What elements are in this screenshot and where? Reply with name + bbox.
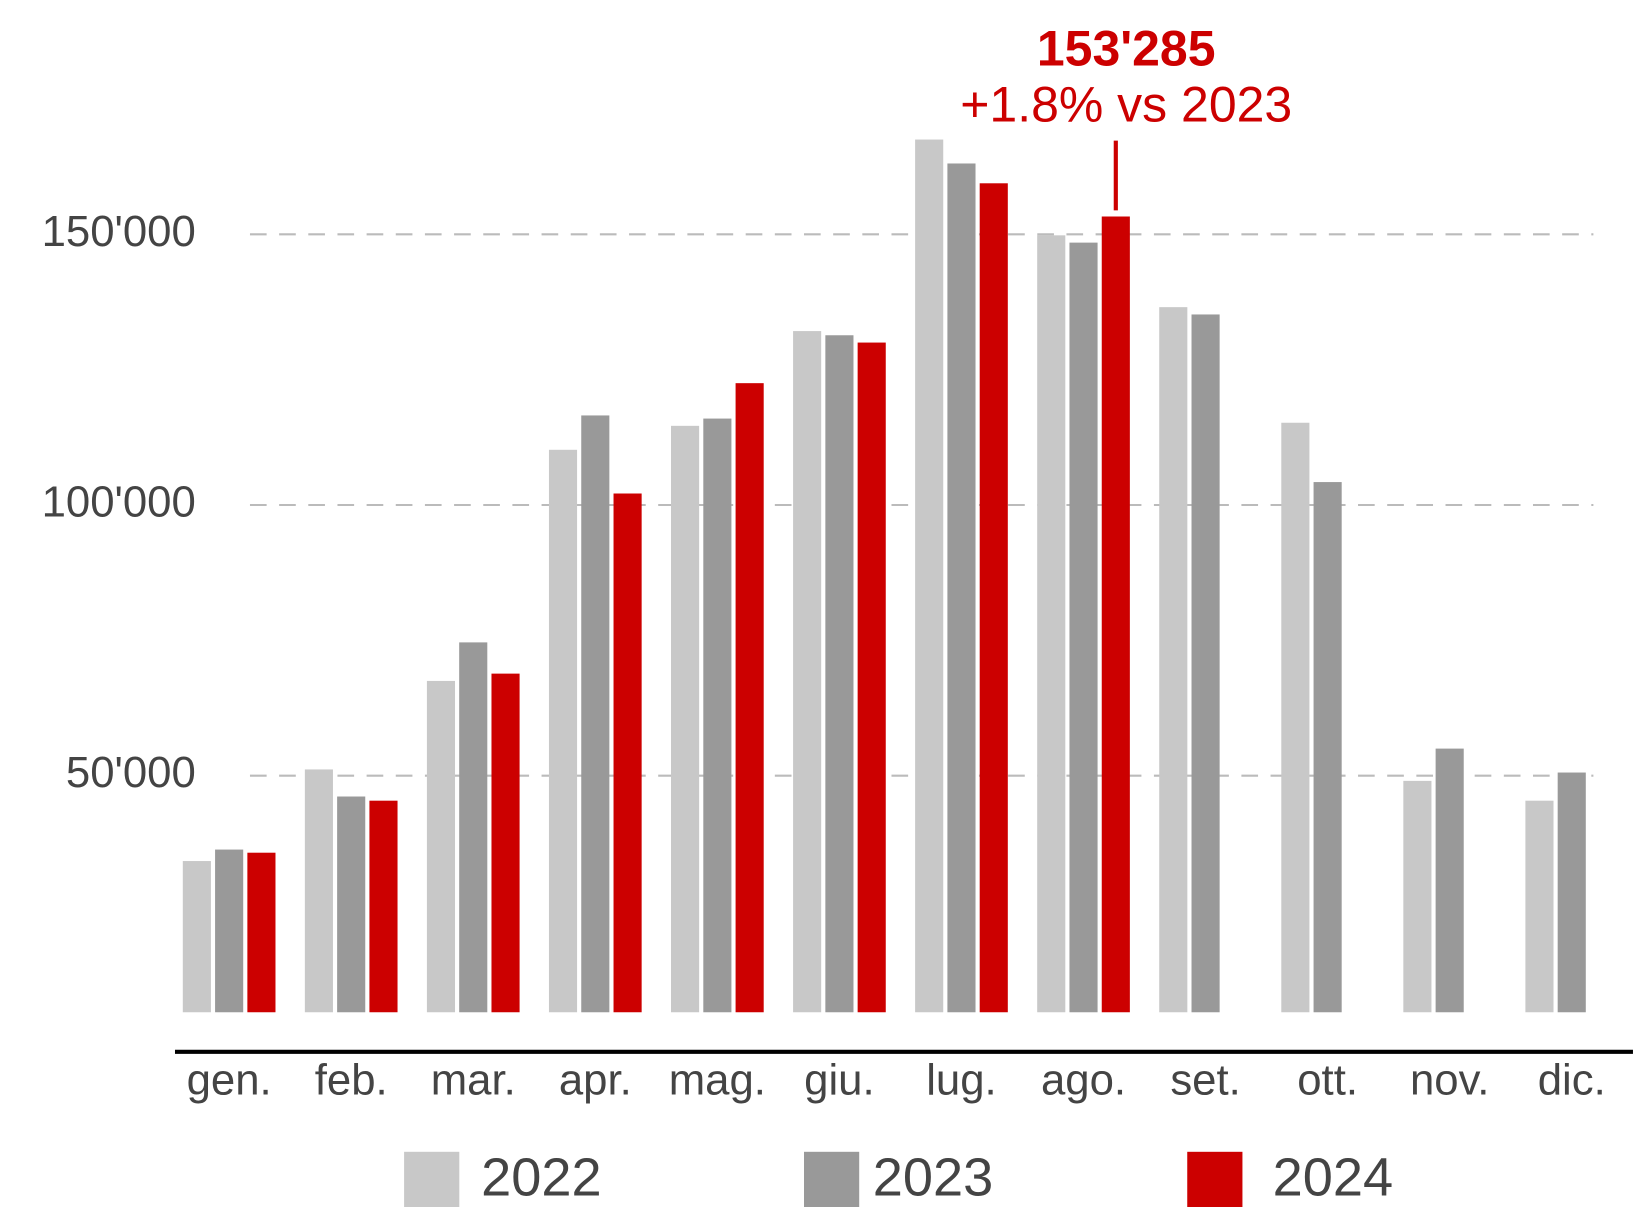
bar — [1403, 780, 1432, 1013]
bar — [735, 383, 764, 1013]
bar — [1281, 422, 1310, 1013]
bar — [671, 425, 700, 1013]
bar — [247, 852, 276, 1013]
x-tick-label: lug. — [926, 1056, 997, 1105]
x-tick-label: gen. — [187, 1056, 272, 1105]
bar — [1159, 307, 1188, 1013]
x-tick-label: ago. — [1041, 1056, 1126, 1105]
x-tick-label: nov. — [1410, 1056, 1489, 1105]
legend-swatch — [1187, 1151, 1243, 1207]
y-tick-label: 100'000 — [42, 478, 196, 527]
x-tick-label: mag. — [669, 1056, 766, 1105]
y-tick-label: 50'000 — [66, 748, 196, 797]
bar — [825, 335, 854, 1013]
x-tick-label: feb. — [315, 1056, 388, 1105]
bar — [581, 415, 610, 1013]
bar — [1435, 748, 1464, 1013]
x-tick-label: mar. — [431, 1056, 516, 1105]
bar — [459, 642, 488, 1013]
y-tick-label: 150'000 — [42, 207, 196, 256]
bar — [979, 183, 1008, 1013]
bar — [548, 449, 578, 1013]
bar — [1525, 800, 1554, 1013]
bar — [1557, 772, 1586, 1013]
bar — [426, 680, 456, 1013]
x-tick-label: dic. — [1538, 1056, 1606, 1105]
legend-label: 2024 — [1273, 1147, 1393, 1207]
x-tick-label: ott. — [1297, 1056, 1358, 1105]
bar — [304, 769, 333, 1013]
x-tick-label: set. — [1170, 1056, 1240, 1105]
bar — [1101, 216, 1130, 1013]
bar — [793, 331, 822, 1013]
x-tick-label: giu. — [804, 1056, 874, 1105]
legend-swatch — [804, 1151, 860, 1207]
bar — [182, 861, 211, 1013]
bar — [857, 342, 886, 1013]
bar — [613, 493, 642, 1013]
x-tick-label: apr. — [559, 1056, 632, 1105]
legend-label: 2022 — [481, 1147, 601, 1207]
bar — [1191, 314, 1220, 1013]
bar — [703, 418, 732, 1013]
legend-label: 2023 — [873, 1147, 993, 1207]
legend-swatch — [404, 1151, 460, 1207]
annotation: +1.8% vs 2023 — [960, 77, 1292, 133]
bar — [337, 796, 366, 1013]
bar — [369, 800, 398, 1013]
bar — [491, 673, 520, 1013]
value-label: 153'285 — [1037, 20, 1216, 76]
bar — [1313, 482, 1342, 1013]
bar — [947, 163, 976, 1013]
bar — [1069, 242, 1098, 1013]
bar — [1037, 235, 1066, 1013]
bar — [915, 139, 944, 1013]
bar — [215, 849, 244, 1013]
